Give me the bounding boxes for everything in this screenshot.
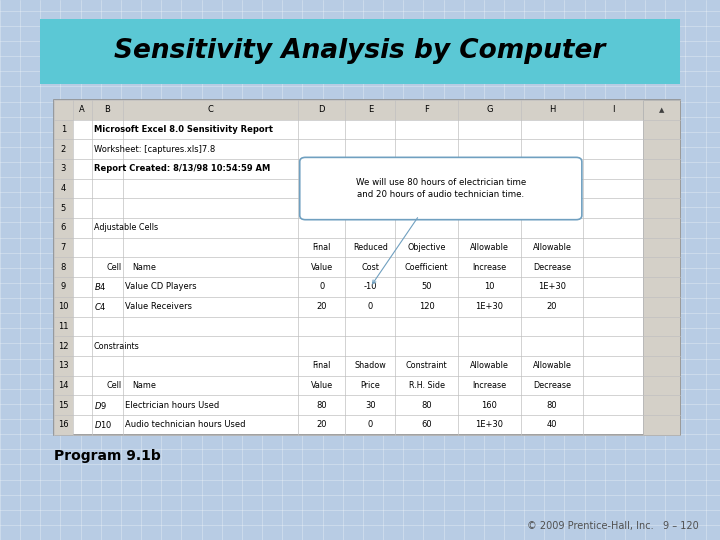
Text: 2: 2 (60, 145, 66, 154)
Text: D: D (318, 105, 325, 114)
Text: Shadow: Shadow (354, 361, 386, 370)
Text: Objective: Objective (408, 243, 446, 252)
FancyBboxPatch shape (54, 100, 73, 435)
Text: 20: 20 (317, 302, 327, 311)
Text: Final: Final (312, 361, 331, 370)
Text: Program 9.1b: Program 9.1b (54, 449, 161, 463)
Text: We will use 80 hours of electrician time
and 20 hours of audio technician time.: We will use 80 hours of electrician time… (356, 178, 526, 199)
Text: Constraints: Constraints (94, 342, 140, 350)
Text: 160: 160 (482, 401, 498, 410)
Text: 40: 40 (546, 420, 557, 429)
Text: $C$4: $C$4 (94, 301, 107, 312)
Text: H: H (549, 105, 555, 114)
Text: 80: 80 (421, 401, 432, 410)
Text: Allowable: Allowable (533, 361, 572, 370)
Text: 20: 20 (546, 302, 557, 311)
Text: 60: 60 (421, 420, 432, 429)
Text: 1E+30: 1E+30 (475, 420, 503, 429)
Text: Coefficient: Coefficient (405, 263, 449, 272)
Text: 0: 0 (368, 302, 373, 311)
Text: Decrease: Decrease (533, 381, 571, 390)
Text: Adjustable Cells: Adjustable Cells (94, 224, 158, 232)
Text: 1: 1 (60, 125, 66, 134)
Text: 20: 20 (317, 420, 327, 429)
Text: Increase: Increase (472, 381, 506, 390)
Text: Allowable: Allowable (470, 243, 509, 252)
Text: 3: 3 (60, 164, 66, 173)
Text: © 2009 Prentice-Hall, Inc.   9 – 120: © 2009 Prentice-Hall, Inc. 9 – 120 (526, 522, 698, 531)
FancyBboxPatch shape (40, 19, 680, 84)
Text: Constraint: Constraint (406, 361, 448, 370)
Text: Increase: Increase (472, 263, 506, 272)
Text: C: C (207, 105, 214, 114)
Text: G: G (486, 105, 492, 114)
Text: Value: Value (311, 381, 333, 390)
Text: $D$9: $D$9 (94, 400, 107, 410)
Text: R.H. Side: R.H. Side (409, 381, 445, 390)
Text: Value: Value (311, 263, 333, 272)
Text: Value CD Players: Value CD Players (125, 282, 197, 292)
Text: 0: 0 (319, 282, 325, 292)
Text: 16: 16 (58, 420, 68, 429)
Text: 9: 9 (60, 282, 66, 292)
Text: $B$4: $B$4 (94, 281, 107, 293)
FancyBboxPatch shape (54, 100, 680, 119)
Text: Reduced: Reduced (353, 243, 388, 252)
Text: 8: 8 (60, 263, 66, 272)
Text: $D$10: $D$10 (94, 420, 112, 430)
Text: Price: Price (361, 381, 380, 390)
Text: A: A (79, 105, 85, 114)
Text: Name: Name (132, 263, 156, 272)
Text: 14: 14 (58, 381, 68, 390)
Text: 13: 13 (58, 361, 68, 370)
Text: Decrease: Decrease (533, 263, 571, 272)
Text: Allowable: Allowable (533, 243, 572, 252)
Text: Cell: Cell (107, 381, 122, 390)
Text: Value Receivers: Value Receivers (125, 302, 192, 311)
Text: Allowable: Allowable (470, 361, 509, 370)
FancyBboxPatch shape (643, 100, 680, 435)
Text: Cell: Cell (107, 263, 122, 272)
Text: E: E (368, 105, 373, 114)
Text: 15: 15 (58, 401, 68, 410)
Text: 5: 5 (60, 204, 66, 213)
Text: 7: 7 (60, 243, 66, 252)
Text: 0: 0 (368, 420, 373, 429)
Text: 80: 80 (546, 401, 557, 410)
Text: B: B (104, 105, 110, 114)
Text: 30: 30 (365, 401, 376, 410)
Text: Microsoft Excel 8.0 Sensitivity Report: Microsoft Excel 8.0 Sensitivity Report (94, 125, 273, 134)
Text: 1E+30: 1E+30 (475, 302, 503, 311)
Text: -10: -10 (364, 282, 377, 292)
Text: F: F (424, 105, 429, 114)
FancyBboxPatch shape (54, 100, 680, 435)
FancyArrowPatch shape (372, 218, 418, 284)
Text: Audio technician hours Used: Audio technician hours Used (125, 420, 246, 429)
Text: 50: 50 (421, 282, 432, 292)
Text: 10: 10 (484, 282, 495, 292)
Text: Final: Final (312, 243, 331, 252)
Text: Cost: Cost (361, 263, 379, 272)
Text: 10: 10 (58, 302, 68, 311)
Text: Sensitivity Analysis by Computer: Sensitivity Analysis by Computer (114, 38, 606, 64)
Text: 12: 12 (58, 342, 68, 350)
Text: 120: 120 (419, 302, 435, 311)
Text: 11: 11 (58, 322, 68, 331)
Text: ▲: ▲ (659, 107, 665, 113)
Text: Worksheet: [captures.xls]7.8: Worksheet: [captures.xls]7.8 (94, 145, 215, 154)
Text: I: I (612, 105, 614, 114)
Text: 80: 80 (317, 401, 327, 410)
Text: Electrician hours Used: Electrician hours Used (125, 401, 220, 410)
Text: Report Created: 8/13/98 10:54:59 AM: Report Created: 8/13/98 10:54:59 AM (94, 164, 270, 173)
Text: 1E+30: 1E+30 (538, 282, 566, 292)
FancyBboxPatch shape (300, 157, 582, 220)
Text: Name: Name (132, 381, 156, 390)
Text: 4: 4 (60, 184, 66, 193)
Text: 6: 6 (60, 224, 66, 232)
